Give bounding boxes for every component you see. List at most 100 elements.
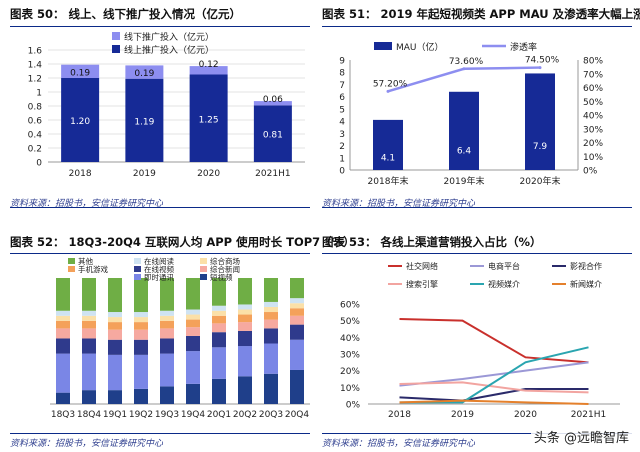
- penetration-line: [387, 66, 541, 93]
- chart-panel-mau: 图表 51： 2019 年起短视频类 APP MAU 及渗透率大幅上涨 0 1 2 3…: [320, 0, 640, 226]
- legend-swatch: [112, 45, 120, 53]
- y2-tick-label: 60%: [583, 84, 603, 94]
- line-point: [462, 67, 466, 71]
- chart-title: 图表 53： 各线上渠道营销投入占比（%）: [322, 235, 542, 249]
- bar-segment: [290, 339, 304, 370]
- bar-segment: [82, 390, 96, 404]
- y-tick-label: 8: [339, 69, 345, 79]
- bar-segment: [212, 315, 226, 324]
- bar-segment: [212, 347, 226, 379]
- bar-segment: [160, 328, 174, 339]
- bar-segment: [212, 323, 226, 333]
- bar-segment: [125, 65, 164, 79]
- legend-swatch: [200, 274, 207, 280]
- bar-segment: [290, 298, 304, 304]
- legend-swatch: [134, 266, 141, 272]
- legend-label: 视频媒介: [488, 279, 520, 289]
- y-tick-label: 30%: [340, 351, 360, 361]
- legend-swatch: [134, 274, 141, 280]
- bar-segment: [264, 328, 278, 344]
- legend-label: 社交网络: [406, 261, 438, 271]
- y-tick-label: 0%: [346, 401, 361, 411]
- source-rule: [322, 207, 632, 208]
- x-tick-label: 2019年末: [444, 175, 485, 187]
- bar-segment: [56, 328, 70, 339]
- bar-segment: [186, 327, 200, 336]
- legend-label: 即时通讯: [144, 272, 174, 282]
- y-tick-label: 9: [339, 57, 345, 67]
- title-rule: [322, 26, 632, 27]
- data-label: 4.1: [381, 153, 395, 163]
- combo-bar-line-chart: 0 1 2 3 4 5 6 7 8 9 0% 10% 20% 30% 40% 50% 60% 70% 80% 4.1 2…: [339, 41, 603, 187]
- x-tick-label: 19Q1: [103, 410, 127, 420]
- bar-segment: [290, 324, 304, 340]
- bar-segment: [160, 278, 174, 311]
- x-tick-label: 2021H1: [571, 410, 606, 420]
- x-tick-label: 2019: [451, 410, 474, 420]
- x-tick-label: 2020: [514, 410, 537, 420]
- bar-segment: [108, 329, 122, 340]
- y2-tick-label: 10%: [583, 153, 603, 163]
- legend-label: 影视合作: [570, 261, 602, 271]
- bar-segment: [134, 278, 148, 313]
- bar-segment: [186, 319, 200, 328]
- bar-segment: [186, 314, 200, 320]
- legend-label: 线下推广投入（亿元）: [124, 31, 214, 43]
- line-point: [386, 89, 390, 93]
- bar-segment: [189, 66, 228, 75]
- y-tick-label: 3: [339, 130, 345, 140]
- bar-segment: [238, 309, 252, 315]
- line-chart: 0% 10% 20% 30% 40% 50% 60% 2018 2019 2020 2021H1 社交…: [340, 261, 620, 420]
- bar-segment: [56, 278, 70, 311]
- bar-segment: [290, 315, 304, 325]
- bar-segment: [290, 308, 304, 316]
- bar-segment: [108, 339, 122, 355]
- y-tick-label: 6: [339, 93, 345, 103]
- bar-segment: [108, 354, 122, 391]
- bar-segment: [134, 339, 148, 355]
- bar-segment: [212, 305, 226, 311]
- y-tick-label: 2: [339, 142, 345, 152]
- x-tick-label: 2018: [69, 169, 92, 179]
- y-tick-label: 20%: [340, 367, 360, 377]
- data-label: 0.19: [134, 69, 154, 79]
- y-tick-label: 1: [339, 154, 345, 164]
- bar-segment: [160, 386, 174, 404]
- bar-segment: [253, 101, 292, 106]
- x-tick-label: 2018年末: [368, 175, 409, 187]
- bar-segment: [290, 369, 304, 404]
- legend-label: 综合商场: [210, 256, 240, 266]
- y2-tick-label: 80%: [583, 57, 603, 67]
- bar-segment: [238, 304, 252, 310]
- chart-panel-channels: 图表 53： 各线上渠道营销投入占比（%） 0% 10% 20% 30% 40% 50% 6…: [320, 226, 640, 452]
- legend-swatch: [200, 258, 207, 264]
- source-note: 资料来源：招股书，安信证券研究中心: [322, 439, 476, 449]
- chart-title: 图表 50： 线上、线下推广投入情况（亿元）: [10, 7, 242, 21]
- bar-segment: [264, 319, 278, 329]
- bar-segment: [108, 322, 122, 330]
- bar-segment: [238, 278, 252, 305]
- legend-swatch: [134, 258, 141, 264]
- legend-label: 搜索引擎: [406, 279, 438, 289]
- bar-segment: [238, 376, 252, 404]
- x-tick-label: 2020年末: [520, 175, 561, 187]
- data-label: 1.19: [134, 117, 154, 127]
- bar: [525, 73, 555, 170]
- x-tick-label: 19Q2: [129, 410, 153, 420]
- data-label: 0.12: [199, 60, 219, 70]
- watermark: 头条 @远瞻智库: [530, 427, 632, 446]
- bar-segment: [186, 309, 200, 315]
- y2-tick-label: 40%: [583, 112, 603, 122]
- bar-segment: [82, 353, 96, 391]
- x-tick-label: 18Q4: [77, 410, 102, 420]
- bar-segment: [82, 338, 96, 354]
- legend-swatch: [68, 258, 75, 264]
- chart-panel-app-usage: 图表 52： 18Q3-20Q4 互联网人均 APP 使用时长 TOP7（%） …: [0, 226, 355, 452]
- y-tick-label: 7: [339, 81, 345, 91]
- bar-segment: [134, 312, 148, 318]
- bar-segment: [264, 373, 278, 404]
- data-label: 57.20%: [373, 79, 408, 89]
- x-tick-label: 20Q4: [285, 410, 310, 420]
- x-tick-label: 19Q3: [155, 410, 179, 420]
- source-note: 资料来源：招股书，安信证券研究中心: [322, 199, 476, 209]
